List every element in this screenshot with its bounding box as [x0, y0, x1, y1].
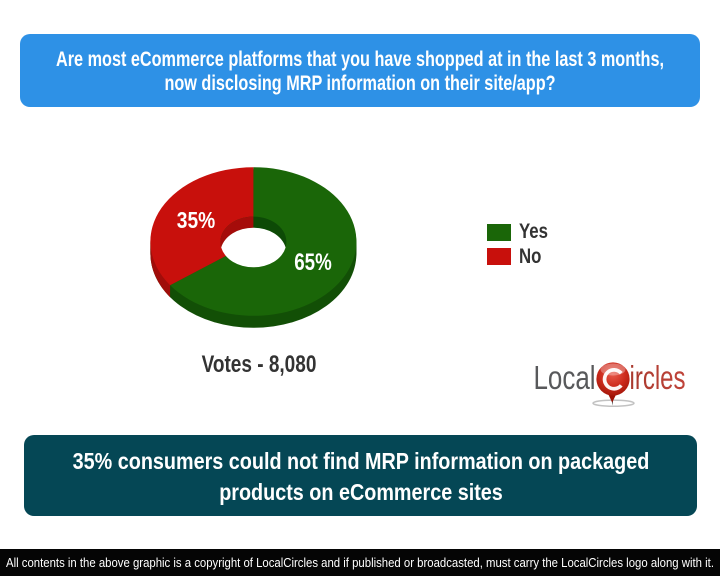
svg-text:Local: Local [534, 359, 596, 396]
svg-text:ircles: ircles [630, 359, 686, 396]
